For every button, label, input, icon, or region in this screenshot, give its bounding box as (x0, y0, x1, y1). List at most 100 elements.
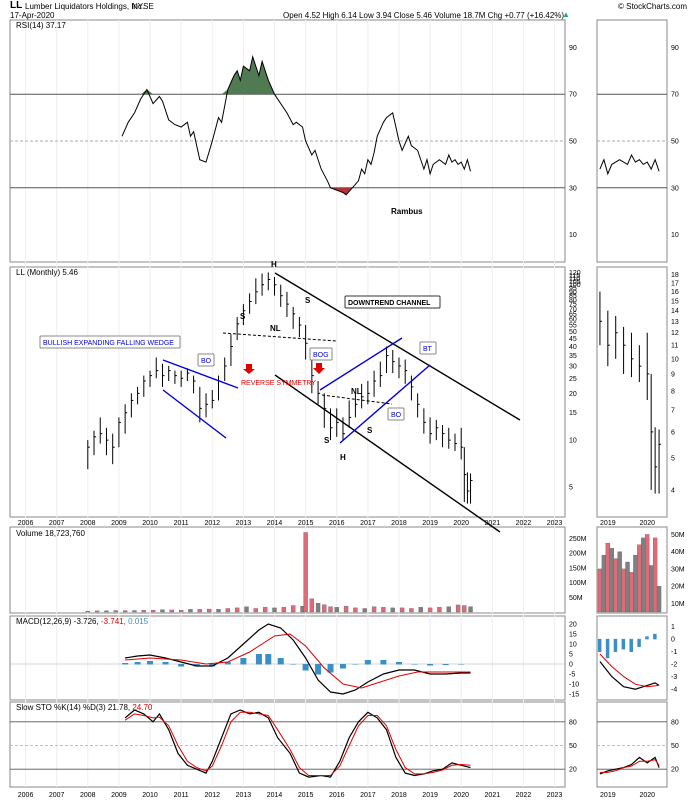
red-up-arrow-icon (243, 364, 255, 374)
volume-bar (309, 598, 314, 613)
volume-bar (371, 606, 377, 613)
sto-side-y-tick: 80 (671, 719, 679, 726)
rsi-y-tick: 10 (569, 232, 577, 239)
volume-bar (322, 604, 327, 613)
macd-side-hist-bar (597, 638, 602, 652)
macd-y-tick: 5 (569, 652, 573, 659)
macd-side-y-tick: -4 (671, 687, 677, 694)
volume-bar (197, 609, 202, 613)
x-tick-label: 2016 (329, 792, 345, 799)
volume-side-bar (625, 561, 630, 613)
x-tick-label: 2018 (391, 792, 407, 799)
sto-d-line (124, 711, 471, 776)
x-tick-label: 2013 (236, 792, 252, 799)
rsi-side-y-tick: 90 (671, 45, 679, 52)
macd-hist-bar (315, 664, 322, 675)
label-bog-box (309, 347, 333, 361)
neckline-bottom (321, 394, 393, 405)
macd-hist-bar (352, 664, 359, 665)
sto-y-tick: 80 (569, 719, 577, 726)
volume-bar (437, 607, 442, 613)
price-y-tick: 50 (569, 329, 577, 336)
volume-bar (399, 607, 405, 613)
macd-y-tick: -5 (569, 672, 575, 679)
volume-bar (253, 608, 258, 613)
x-tick-label: 2011 (174, 520, 189, 527)
price-side-y-tick: 8 (671, 388, 675, 395)
price-side-y-tick: 9 (671, 371, 675, 378)
price-label: LL (Monthly) 5.46 (16, 268, 79, 277)
volume-bar (468, 606, 473, 613)
label-bog: BOG (313, 352, 329, 359)
macd-side-y-tick: 0 (671, 636, 675, 643)
label-neckline-top: NL (270, 324, 281, 333)
label-bo-right: BO (391, 412, 402, 419)
volume-bar (169, 609, 174, 613)
macd-side-hist-bar (605, 638, 610, 659)
macd-side-hist-bar (653, 633, 657, 640)
volume-label: Volume 18,723,760 (16, 529, 85, 538)
macd-hist-bar (277, 658, 284, 665)
volume-y-tick: 200M (569, 551, 587, 558)
price-y-tick: 80 (569, 297, 577, 304)
price-y-tick: 30 (569, 363, 577, 370)
price-y-tick: 15 (569, 410, 577, 417)
date-label: 17-Apr-2020 (10, 11, 55, 20)
volume-bar (104, 610, 109, 613)
label-downtrend-channel-box (344, 295, 441, 309)
side-x-tick-label: 2019 (600, 520, 616, 527)
x-tick-label: 2015 (298, 792, 314, 799)
macd-hist-bar (255, 654, 262, 665)
volume-bar (303, 532, 308, 613)
volume-side-bar (641, 537, 646, 613)
downtrend-lower-line (274, 374, 501, 533)
volume-bar (462, 605, 467, 613)
volume-bar (381, 607, 386, 613)
side-x-tick-label: 2020 (639, 792, 655, 799)
x-tick-label: 2009 (111, 792, 127, 799)
rsi-side-y-tick: 30 (671, 185, 679, 192)
label-reverse-symmetry: REVERSE SYMMETRY (241, 380, 316, 387)
macd-hist-bar (442, 664, 449, 666)
price-y-tick: 70 (569, 306, 577, 313)
macd-hist-bar (240, 658, 247, 665)
macd-y-tick: 10 (569, 642, 577, 649)
volume-bar (150, 610, 156, 613)
label-shoulder-left-top: S (240, 312, 246, 321)
x-tick-label: 2019 (422, 792, 438, 799)
macd-side-hist-bar (629, 638, 633, 652)
side-panel-frame-sto (596, 701, 668, 788)
price-y-tick: 20 (569, 391, 577, 398)
label-shoulder-right-top: S (305, 296, 311, 305)
x-tick-label: 2017 (360, 520, 376, 527)
macd-y-tick: 0 (569, 662, 573, 669)
volume-bar (446, 606, 451, 613)
price-y-tick: 45 (569, 336, 577, 343)
macd-hist-bar (193, 664, 200, 667)
volume-y-tick: 50M (569, 595, 583, 602)
macd-y-tick: 15 (569, 632, 577, 639)
price-side-y-tick: 13 (671, 319, 679, 326)
volume-y-tick: 100M (569, 580, 587, 587)
volume-bar (328, 606, 333, 613)
quote-line: Open 4.52 High 6.14 Low 3.94 Close 5.46 … (283, 11, 565, 20)
macd-hist-bar (209, 664, 216, 667)
macd-side-y-tick: -2 (671, 662, 677, 669)
volume-side-bar (613, 558, 618, 613)
price-y-tick: 90 (569, 289, 577, 296)
volume-side-bar (629, 572, 634, 613)
x-tick-label: 2009 (111, 520, 127, 527)
price-y-tick: 60 (569, 317, 577, 324)
sto-side-y-tick: 20 (671, 767, 679, 774)
macd-hist-bar (178, 664, 185, 667)
rsi-label: RSI(14) 37.17 (16, 21, 66, 30)
volume-side-y-tick: 10M (671, 601, 685, 608)
label-wedge-title: BULLISH EXPANDING FALLING WEDGE (43, 340, 174, 347)
macd-side-hist-bar (621, 638, 626, 650)
volume-bar (225, 608, 230, 613)
x-tick-label: 2007 (49, 520, 65, 527)
price-y-tick: 10 (569, 438, 577, 445)
macd-side-hist-bar (637, 638, 641, 647)
volume-side-bar (652, 537, 658, 613)
price-y-tick: 110 (569, 276, 580, 283)
